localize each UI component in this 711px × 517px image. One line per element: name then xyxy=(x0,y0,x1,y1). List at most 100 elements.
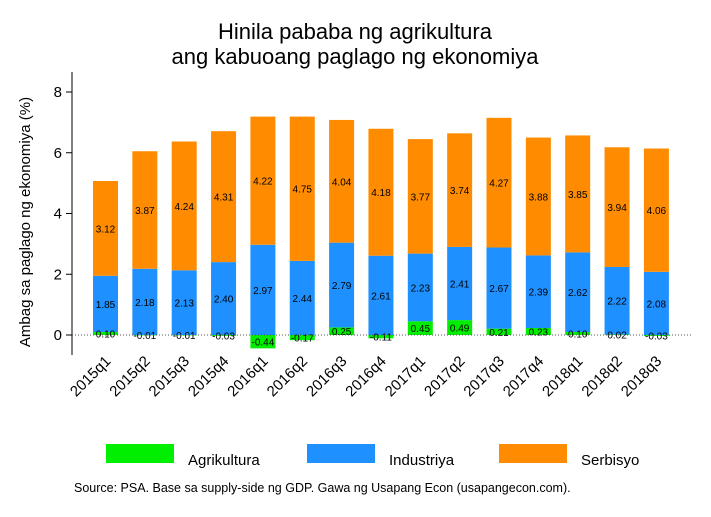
chart-title-line-2: ang kabuoang paglago ng ekonomiya xyxy=(172,44,540,69)
data-label-industriya: 2.67 xyxy=(489,284,509,295)
data-label-agrikultura: -0.44 xyxy=(252,338,275,349)
bar-industriya xyxy=(643,271,669,335)
bar-serbisyo xyxy=(486,117,512,248)
data-label-agrikultura: 0.25 xyxy=(332,327,352,338)
data-label-agrikultura: 0.02 xyxy=(607,331,627,342)
bar-industriya xyxy=(525,255,551,329)
data-label-industriya: 2.44 xyxy=(293,294,313,305)
bar-agrikultura xyxy=(93,331,118,335)
x-tick-label: 2018q3 xyxy=(618,353,665,400)
data-label-agrikultura: -0.11 xyxy=(370,333,392,344)
data-label-agrikultura: 0.10 xyxy=(568,329,588,340)
data-label-agrikultura: 0.23 xyxy=(529,328,549,339)
data-label-industriya: 2.23 xyxy=(411,283,431,294)
bar-industriya xyxy=(604,266,630,335)
y-axis-ticks: 0 2 4 6 8 xyxy=(54,84,72,344)
data-label-industriya: 2.39 xyxy=(529,288,549,299)
data-label-agrikultura: -0.03 xyxy=(645,331,668,342)
data-label-industriya: 2.79 xyxy=(332,281,352,292)
x-tick-label: 2017q3 xyxy=(460,353,507,400)
bar-serbisyo xyxy=(250,116,276,245)
bar-agrikultura xyxy=(486,328,512,335)
y-tick-label: 2 xyxy=(54,266,62,283)
bar-industriya xyxy=(447,246,473,321)
data-label-agrikultura: -0.03 xyxy=(212,331,235,342)
legend-swatch-serbisyo xyxy=(499,444,567,463)
bar-serbisyo xyxy=(407,139,433,254)
data-label-serbisyo: 4.22 xyxy=(253,177,273,188)
bar-serbisyo xyxy=(132,151,158,269)
data-label-serbisyo: 3.85 xyxy=(568,190,588,201)
bar-serbisyo xyxy=(93,180,118,276)
data-label-agrikultura: -0.01 xyxy=(173,331,196,342)
bar-industriya xyxy=(250,244,276,335)
data-label-industriya: 2.97 xyxy=(253,286,273,297)
data-label-serbisyo: 4.75 xyxy=(293,185,313,196)
bar-serbisyo xyxy=(289,116,315,261)
data-label-agrikultura: 0.45 xyxy=(411,324,431,335)
bar-industriya xyxy=(289,260,315,335)
bar-agrikultura xyxy=(604,334,630,335)
data-label-industriya: 1.85 xyxy=(96,300,116,311)
x-tick-label: 2018q1 xyxy=(539,353,586,400)
x-tick-label: 2015q4 xyxy=(185,353,232,400)
data-label-serbisyo: 3.12 xyxy=(96,224,116,235)
legend-swatch-industriya xyxy=(307,444,375,463)
legend-label-industriya: Industriya xyxy=(389,452,455,469)
bar-serbisyo xyxy=(171,141,197,271)
data-label-serbisyo: 3.74 xyxy=(450,186,470,197)
bar-industriya xyxy=(132,268,158,335)
bar-agrikultura xyxy=(250,335,276,349)
bar-industriya xyxy=(171,270,197,335)
x-tick-label: 2018q2 xyxy=(578,353,625,400)
bar-agrikultura xyxy=(368,335,394,339)
bars: 0.10 1.85 3.12 -0.01 2.18 3.87 -0.01 2.13 4.24 -0… xyxy=(93,116,669,349)
data-label-industriya: 2.62 xyxy=(568,288,588,299)
chart-title-line-1: Hinila pababa ng agrikultura xyxy=(218,19,493,44)
chart-title: Hinila pababa ng agrikultura ang kabuoan… xyxy=(172,19,540,69)
bar-agrikultura xyxy=(289,335,315,341)
bar-serbisyo xyxy=(565,135,591,253)
bar-industriya xyxy=(93,275,118,332)
data-label-agrikultura: -0.01 xyxy=(133,331,156,342)
data-label-agrikultura: 0.49 xyxy=(450,324,470,335)
data-label-industriya: 2.08 xyxy=(647,299,667,310)
x-tick-label: 2015q2 xyxy=(106,353,153,400)
data-label-agrikultura: -0.17 xyxy=(291,334,314,345)
data-label-industriya: 2.13 xyxy=(174,299,194,310)
bar-industriya xyxy=(486,247,512,329)
y-tick-label: 8 xyxy=(54,84,62,101)
bar-agrikultura xyxy=(211,335,237,336)
data-label-serbisyo: 4.31 xyxy=(214,193,234,204)
bar-serbisyo xyxy=(447,133,473,247)
x-tick-label: 2017q2 xyxy=(421,353,468,400)
data-label-serbisyo: 4.27 xyxy=(489,179,509,190)
x-tick-label: 2016q2 xyxy=(264,353,311,400)
y-axis-title: Ambag sa paglago ng ekonomiya (%) xyxy=(17,97,34,347)
data-label-serbisyo: 4.06 xyxy=(647,206,667,217)
bar-serbisyo xyxy=(368,128,394,256)
x-tick-label: 2016q1 xyxy=(224,353,271,400)
x-tick-label: 2016q3 xyxy=(303,353,350,400)
bar-agrikultura xyxy=(643,335,669,336)
source-note: Source: PSA. Base sa supply-side ng GDP.… xyxy=(74,481,571,495)
data-label-serbisyo: 3.94 xyxy=(607,203,627,214)
bar-serbisyo xyxy=(211,131,237,263)
bar-industriya xyxy=(565,252,591,332)
y-tick-label: 6 xyxy=(54,145,62,162)
data-label-serbisyo: 3.77 xyxy=(411,192,431,203)
data-label-industriya: 2.22 xyxy=(607,297,627,308)
bar-agrikultura xyxy=(329,327,355,335)
x-tick-label: 2017q4 xyxy=(500,353,547,400)
legend-swatch-agrikultura xyxy=(106,444,174,463)
data-label-industriya: 2.41 xyxy=(450,280,470,291)
data-label-agrikultura: 0.21 xyxy=(489,328,509,339)
y-tick-label: 0 xyxy=(54,327,62,344)
bar-industriya xyxy=(368,255,394,335)
x-tick-label: 2015q1 xyxy=(67,353,114,400)
bar-industriya xyxy=(329,242,355,328)
data-label-serbisyo: 3.87 xyxy=(135,206,155,217)
legend-label-agrikultura: Agrikultura xyxy=(188,452,260,469)
data-label-serbisyo: 4.18 xyxy=(371,188,391,199)
